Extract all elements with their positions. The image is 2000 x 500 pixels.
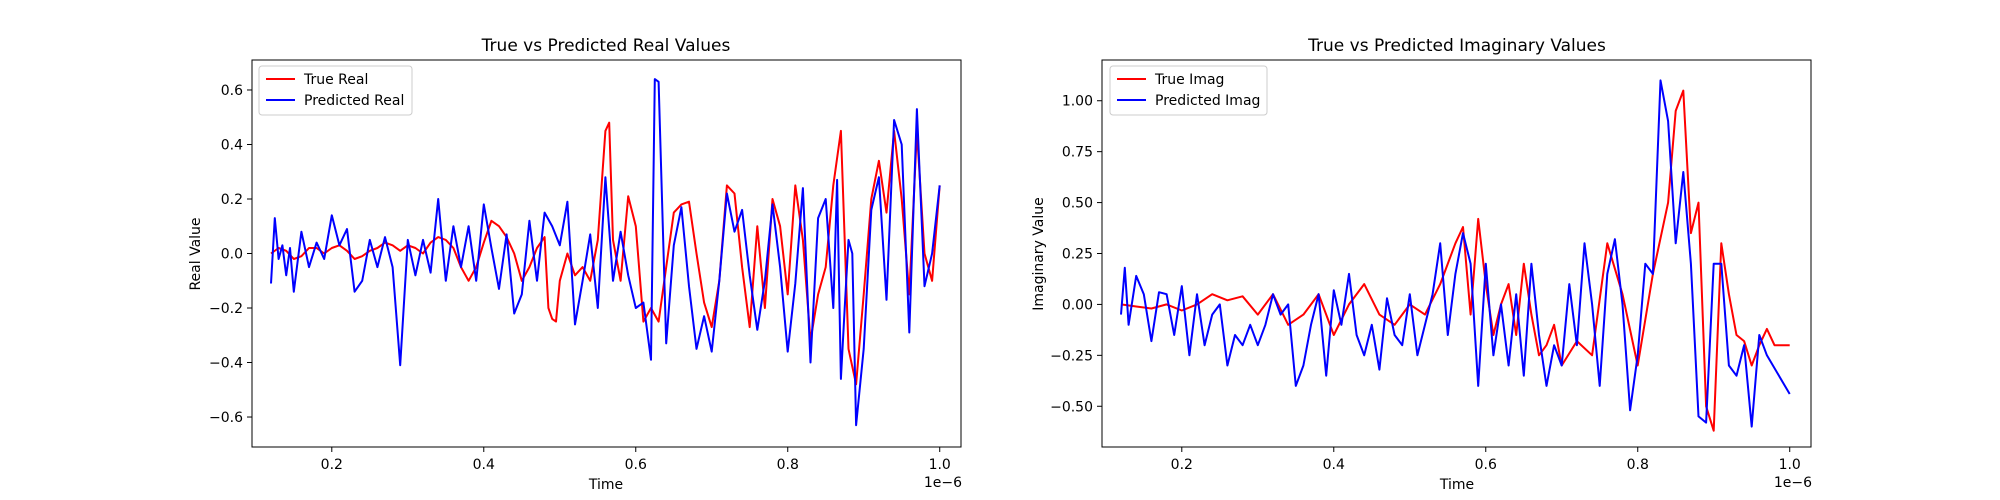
legend-box [1109,65,1268,116]
x-tick-label: 0.2 [321,457,343,473]
legend-label-true-real: True Real [303,72,368,88]
y-tick-label: 0.2 [221,192,243,208]
x-axis-label: Time [588,477,623,493]
y-tick-label: −0.2 [209,301,243,317]
legend: True Imag Predicted Imag [1109,65,1268,116]
y-tick-label: −0.50 [1050,399,1093,415]
y-axis-label: Imaginary Value [1031,197,1047,311]
x-tick-label: 0.8 [777,457,799,473]
x-axis-scale-label: 1e−6 [1774,475,1812,491]
x-tick-label: 0.2 [1171,457,1193,473]
x-axis-label: Time [1439,477,1474,493]
chart-title: True vs Predicted Real Values [481,36,731,56]
y-tick-label: −0.4 [209,356,243,372]
x-axis-scale-label: 1e−6 [924,475,962,491]
series-line-true-imag [1120,89,1790,432]
series-line-predicted-imag [1120,79,1791,428]
real-values-panel: True vs Predicted Real Values Time Real … [188,36,962,493]
legend: True Real Predicted Real [258,65,413,116]
x-tick-label: 0.8 [1627,457,1649,473]
x-tick-label: 0.4 [473,457,495,473]
x-tick-label: 0.4 [1323,457,1345,473]
y-tick-label: 0.50 [1062,196,1093,212]
x-tick-label: 0.6 [625,457,647,473]
y-tick-label: 0.6 [221,83,243,99]
y-tick-label: 0.75 [1062,145,1093,161]
imaginary-values-panel: True vs Predicted Imaginary Values Time … [1031,36,1812,493]
chart-title: True vs Predicted Imaginary Values [1307,36,1606,56]
y-axis-label: Real Value [188,217,204,290]
legend-label-predicted-imag: Predicted Imag [1155,93,1260,109]
y-tick-label: 0.4 [221,137,243,153]
plot-area [270,78,941,427]
y-tick-label: 1.00 [1062,94,1093,110]
axes: 0.2 0.4 0.6 0.8 1.0 −0.50 −0.25 0.00 0.25 0.50 0.7… [1050,59,1812,473]
axes: 0.2 0.4 0.6 0.8 1.0 −0.6 −0.4 −0.2 0.0 0.2 0.4 0.6 [209,59,962,473]
plot-area [1120,79,1791,432]
legend-box [258,65,413,116]
series-line-predicted-real [270,78,941,427]
y-tick-label: −0.6 [209,410,243,426]
x-tick-label: 0.6 [1475,457,1497,473]
x-tick-label: 1.0 [1779,457,1801,473]
y-tick-label: 0.0 [221,247,243,263]
x-tick-label: 1.0 [929,457,951,473]
legend-label-predicted-real: Predicted Real [304,93,404,109]
y-tick-label: 0.25 [1062,247,1093,263]
y-tick-label: 0.00 [1062,297,1093,313]
y-tick-label: −0.25 [1050,348,1093,364]
legend-label-true-imag: True Imag [1154,72,1224,88]
